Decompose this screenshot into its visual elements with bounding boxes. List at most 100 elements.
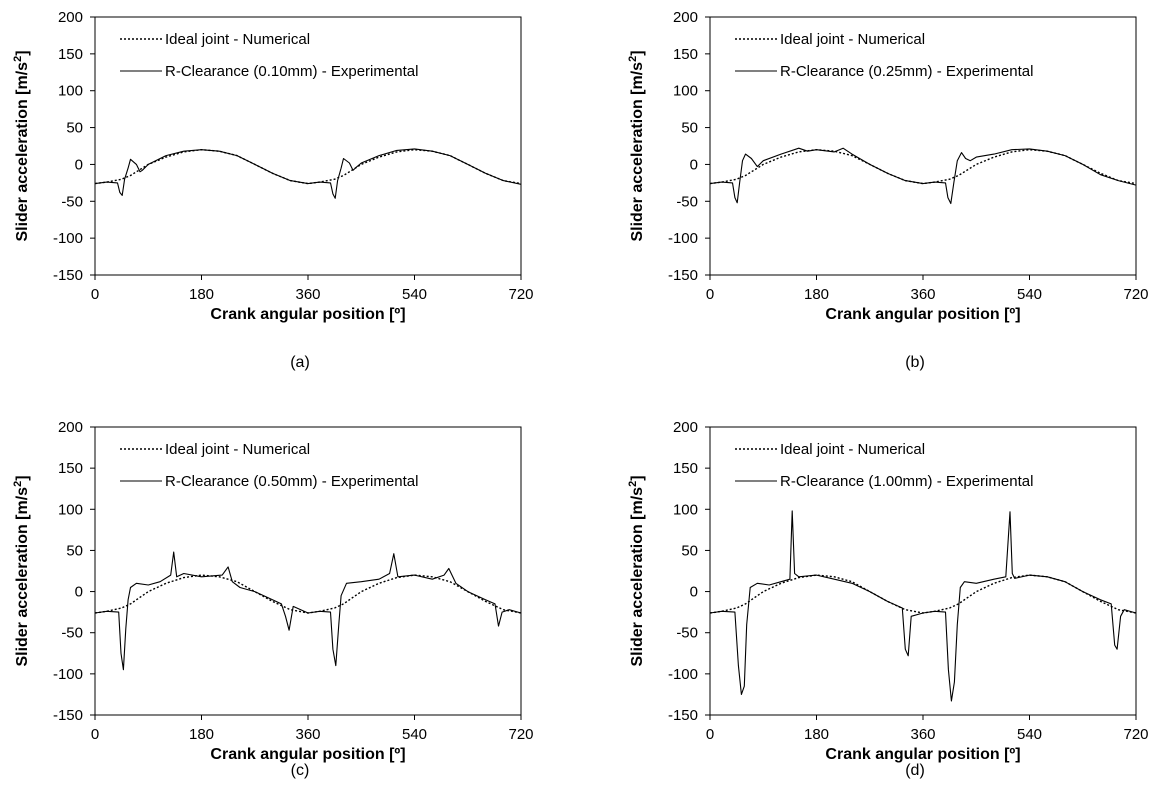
y-axis-label-suffix: ] [629, 475, 646, 480]
legend-entry-label: R-Clearance (0.10mm) - Experimental [165, 63, 418, 80]
y-tick-label: 200 [673, 9, 698, 26]
y-tick-label: -100 [668, 666, 698, 683]
ideal-joint-series-line [709, 574, 1137, 614]
y-tick-label: -50 [676, 625, 698, 642]
y-tick-label: 150 [58, 460, 83, 477]
y-axis-label: Slider acceleration [m/s2] [12, 475, 31, 666]
y-tick-label: 0 [75, 584, 83, 601]
clearance-series-line [709, 510, 1137, 702]
y-tick-label: 100 [673, 83, 698, 100]
y-tick-label: 100 [58, 83, 83, 100]
x-tick-label: 0 [91, 726, 99, 743]
y-tick-label: 200 [58, 419, 83, 436]
x-tick-label: 0 [91, 286, 99, 303]
y-tick-label: -150 [668, 267, 698, 284]
legend-entry-label: Ideal joint - Numerical [780, 31, 925, 48]
legend-entry-label: R-Clearance (0.25mm) - Experimental [780, 63, 1033, 80]
ideal-joint-series-line [709, 148, 1137, 185]
y-tick-label: 0 [690, 156, 698, 173]
x-tick-label: 360 [295, 286, 320, 303]
legend-entry-label: Ideal joint - Numerical [780, 441, 925, 458]
y-tick-label: 200 [673, 419, 698, 436]
y-tick-label: 50 [681, 542, 698, 559]
x-axis-label: Crank angular position [º] [210, 306, 405, 323]
x-tick-label: 0 [706, 726, 714, 743]
ideal-joint-series-line [94, 148, 522, 185]
clearance-series-line [709, 147, 1137, 205]
y-tick-label: 50 [66, 542, 83, 559]
x-tick-label: 720 [1123, 286, 1148, 303]
y-axis-label-superscript: 2 [12, 481, 24, 487]
x-axis-label: Crank angular position [º] [210, 746, 405, 763]
y-axis-label: Slider acceleration [m/s2] [627, 475, 646, 666]
y-axis-label: Slider acceleration [m/s2] [12, 50, 31, 241]
panel-caption: (a) [290, 354, 310, 371]
x-tick-label: 540 [1017, 286, 1042, 303]
x-tick-label: 0 [706, 286, 714, 303]
x-tick-label: 180 [189, 726, 214, 743]
plot-area-frame [709, 426, 1137, 716]
legend-entry-label: Ideal joint - Numerical [165, 441, 310, 458]
y-tick-label: -100 [53, 230, 83, 247]
y-tick-label: 0 [75, 156, 83, 173]
x-tick-label: 720 [508, 726, 533, 743]
y-tick-label: 200 [58, 9, 83, 26]
panel-caption: (c) [291, 762, 310, 779]
plot-area-frame [94, 426, 522, 716]
y-axis-label-text: Slider acceleration [m/s [629, 62, 646, 242]
y-tick-label: -150 [53, 267, 83, 284]
legend-entry-label: Ideal joint - Numerical [165, 31, 310, 48]
x-tick-label: 180 [189, 286, 214, 303]
y-axis-label-suffix: ] [14, 50, 31, 55]
y-axis-label-text: Slider acceleration [m/s [14, 62, 31, 242]
ideal-joint-series-line [94, 574, 522, 614]
panel-caption: (b) [905, 354, 925, 371]
panel-caption: (d) [905, 762, 925, 779]
y-axis-label-text: Slider acceleration [m/s [629, 487, 646, 667]
y-tick-label: 150 [673, 46, 698, 63]
y-tick-label: -150 [53, 707, 83, 724]
x-tick-label: 720 [1123, 726, 1148, 743]
x-tick-label: 360 [910, 286, 935, 303]
chart-panel: -150 -100 -50 0 50 100 150 200 0 180 360 540 720 Cran… [627, 9, 1149, 371]
y-tick-label: 50 [66, 120, 83, 137]
y-tick-label: -150 [668, 707, 698, 724]
y-tick-label: 100 [673, 501, 698, 518]
y-axis-label: Slider acceleration [m/s2] [627, 50, 646, 241]
x-tick-label: 180 [804, 726, 829, 743]
y-tick-label: -100 [53, 666, 83, 683]
y-axis-label-suffix: ] [629, 50, 646, 55]
y-tick-label: 150 [58, 46, 83, 63]
y-tick-label: 0 [690, 584, 698, 601]
y-axis-label-superscript: 2 [12, 56, 24, 62]
x-tick-label: 360 [295, 726, 320, 743]
y-tick-label: -100 [668, 230, 698, 247]
plot-area-frame [94, 16, 522, 276]
y-tick-label: -50 [61, 625, 83, 642]
x-tick-label: 540 [402, 286, 427, 303]
chart-panel: -150 -100 -50 0 50 100 150 200 0 180 360 540 720 Cran… [12, 419, 534, 779]
chart-panel: -150 -100 -50 0 50 100 150 200 0 180 360 540 720 Cran… [12, 9, 534, 371]
y-tick-label: 50 [681, 120, 698, 137]
clearance-series-line [94, 551, 522, 671]
x-axis-label: Crank angular position [º] [825, 306, 1020, 323]
chart-panel: -150 -100 -50 0 50 100 150 200 0 180 360 540 720 Cran… [627, 419, 1149, 779]
legend-entry-label: R-Clearance (1.00mm) - Experimental [780, 473, 1033, 490]
y-tick-label: -50 [61, 193, 83, 210]
plot-area-frame [709, 16, 1137, 276]
x-axis-label: Crank angular position [º] [825, 746, 1020, 763]
y-axis-label-superscript: 2 [627, 56, 639, 62]
x-tick-label: 540 [1017, 726, 1042, 743]
y-axis-label-suffix: ] [14, 475, 31, 480]
y-axis-label-text: Slider acceleration [m/s [14, 487, 31, 667]
x-tick-label: 180 [804, 286, 829, 303]
x-tick-label: 360 [910, 726, 935, 743]
y-tick-label: 150 [673, 460, 698, 477]
x-tick-label: 720 [508, 286, 533, 303]
clearance-series-line [94, 148, 522, 199]
legend-entry-label: R-Clearance (0.50mm) - Experimental [165, 473, 418, 490]
y-tick-label: 100 [58, 501, 83, 518]
y-axis-label-superscript: 2 [627, 481, 639, 487]
y-tick-label: -50 [676, 193, 698, 210]
